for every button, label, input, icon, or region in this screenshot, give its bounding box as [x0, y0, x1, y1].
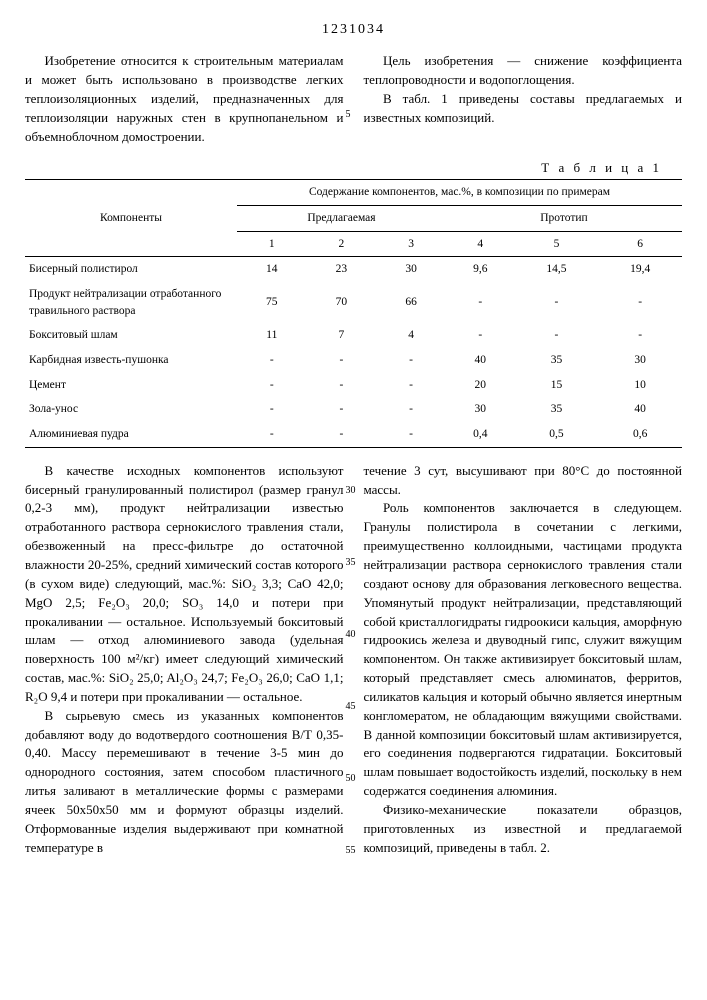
- table-row: Бокситовый шлам1174---: [25, 323, 682, 348]
- cell-value: -: [446, 282, 515, 323]
- cell-value: 10: [598, 373, 682, 398]
- cell-value: 19,4: [598, 257, 682, 282]
- th-components: Компоненты: [25, 180, 237, 257]
- intro-left-text: Изобретение относится к строительным мат…: [25, 52, 344, 146]
- gutter-40: 40: [346, 628, 356, 643]
- cell-value: -: [237, 397, 307, 422]
- component-name: Бисерный полистирол: [25, 257, 237, 282]
- cell-value: 9,6: [446, 257, 515, 282]
- cell-value: -: [515, 282, 599, 323]
- body-right-p1: течение 3 сут, высушивают при 80°С до по…: [364, 462, 683, 500]
- cell-value: 14: [237, 257, 307, 282]
- table-row: Бисерный полистирол1423309,614,519,4: [25, 257, 682, 282]
- table-row: Зола-унос---303540: [25, 397, 682, 422]
- body-left: В качестве исходных компонентов использу…: [25, 462, 344, 858]
- gutter-35: 35: [346, 556, 356, 571]
- component-name: Цемент: [25, 373, 237, 398]
- cell-value: 40: [598, 397, 682, 422]
- page-root: 1231034 Изобретение относится к строител…: [25, 20, 682, 857]
- cell-value: -: [237, 373, 307, 398]
- cell-value: -: [237, 422, 307, 447]
- th-col-3: 3: [376, 231, 446, 257]
- body-left-p1: В качестве исходных компонентов использу…: [25, 462, 344, 707]
- th-col-2: 2: [307, 231, 377, 257]
- gutter-5: 5: [346, 108, 351, 123]
- th-groupB: Прототип: [446, 206, 682, 232]
- cell-value: -: [307, 373, 377, 398]
- cell-value: 0,4: [446, 422, 515, 447]
- cell-value: -: [376, 422, 446, 447]
- cell-value: -: [598, 282, 682, 323]
- table1-wrap: Т а б л и ц а 1 Компоненты Содержание ко…: [25, 159, 682, 448]
- body-right: течение 3 сут, высушивают при 80°С до по…: [364, 462, 683, 858]
- cell-value: 75: [237, 282, 307, 323]
- th-col-4: 4: [446, 231, 515, 257]
- cell-value: -: [515, 323, 599, 348]
- component-name: Карбидная известь-пушонка: [25, 348, 237, 373]
- table-row: Карбидная известь-пушонка---403530: [25, 348, 682, 373]
- intro-left: Изобретение относится к строительным мат…: [25, 52, 344, 146]
- th-main: Содержание компонентов, мас.%, в компози…: [237, 180, 682, 206]
- cell-value: 30: [376, 257, 446, 282]
- body-right-p3: Физико-механические показатели образцов,…: [364, 801, 683, 858]
- intro-right-p1: Цель изобретения — снижение коэффициента…: [364, 52, 683, 90]
- component-name: Алюминиевая пудра: [25, 422, 237, 447]
- gutter-50: 50: [346, 772, 356, 787]
- cell-value: -: [307, 348, 377, 373]
- cell-value: -: [307, 397, 377, 422]
- table-row: Продукт нейтрализации отработанного трав…: [25, 282, 682, 323]
- cell-value: 30: [598, 348, 682, 373]
- body-left-p2: В сырьевую смесь из указанных компоненто…: [25, 707, 344, 858]
- body-right-p2: Роль компонентов заключается в следующем…: [364, 499, 683, 801]
- table-row: Цемент---201510: [25, 373, 682, 398]
- cell-value: -: [446, 323, 515, 348]
- cell-value: -: [376, 373, 446, 398]
- cell-value: 11: [237, 323, 307, 348]
- cell-value: 30: [446, 397, 515, 422]
- th-groupA: Предлагаемая: [237, 206, 446, 232]
- th-col-1: 1: [237, 231, 307, 257]
- cell-value: 35: [515, 397, 599, 422]
- cell-value: 7: [307, 323, 377, 348]
- gutter-45: 45: [346, 700, 356, 715]
- cell-value: -: [598, 323, 682, 348]
- cell-value: 70: [307, 282, 377, 323]
- table1: Компоненты Содержание компонентов, мас.%…: [25, 179, 682, 447]
- component-name: Продукт нейтрализации отработанного трав…: [25, 282, 237, 323]
- component-name: Зола-унос: [25, 397, 237, 422]
- cell-value: 23: [307, 257, 377, 282]
- cell-value: -: [376, 348, 446, 373]
- intro-right: Цель изобретения — снижение коэффициента…: [364, 52, 683, 146]
- intro-right-p2: В табл. 1 приведены составы предлагаемых…: [364, 90, 683, 128]
- component-name: Бокситовый шлам: [25, 323, 237, 348]
- th-col-5: 5: [515, 231, 599, 257]
- cell-value: 20: [446, 373, 515, 398]
- cell-value: 15: [515, 373, 599, 398]
- cell-value: 40: [446, 348, 515, 373]
- gutter-55: 55: [346, 844, 356, 859]
- cell-value: -: [376, 397, 446, 422]
- th-col-6: 6: [598, 231, 682, 257]
- doc-number: 1231034: [25, 20, 682, 40]
- cell-value: 0,5: [515, 422, 599, 447]
- cell-value: 4: [376, 323, 446, 348]
- intro-columns: Изобретение относится к строительным мат…: [25, 52, 682, 146]
- cell-value: -: [237, 348, 307, 373]
- gutter-30: 30: [346, 484, 356, 499]
- cell-value: 35: [515, 348, 599, 373]
- cell-value: 66: [376, 282, 446, 323]
- table-row: Алюминиевая пудра---0,40,50,6: [25, 422, 682, 447]
- table1-label: Т а б л и ц а 1: [25, 159, 682, 178]
- cell-value: -: [307, 422, 377, 447]
- cell-value: 14,5: [515, 257, 599, 282]
- cell-value: 0,6: [598, 422, 682, 447]
- body-columns: В качестве исходных компонентов использу…: [25, 462, 682, 858]
